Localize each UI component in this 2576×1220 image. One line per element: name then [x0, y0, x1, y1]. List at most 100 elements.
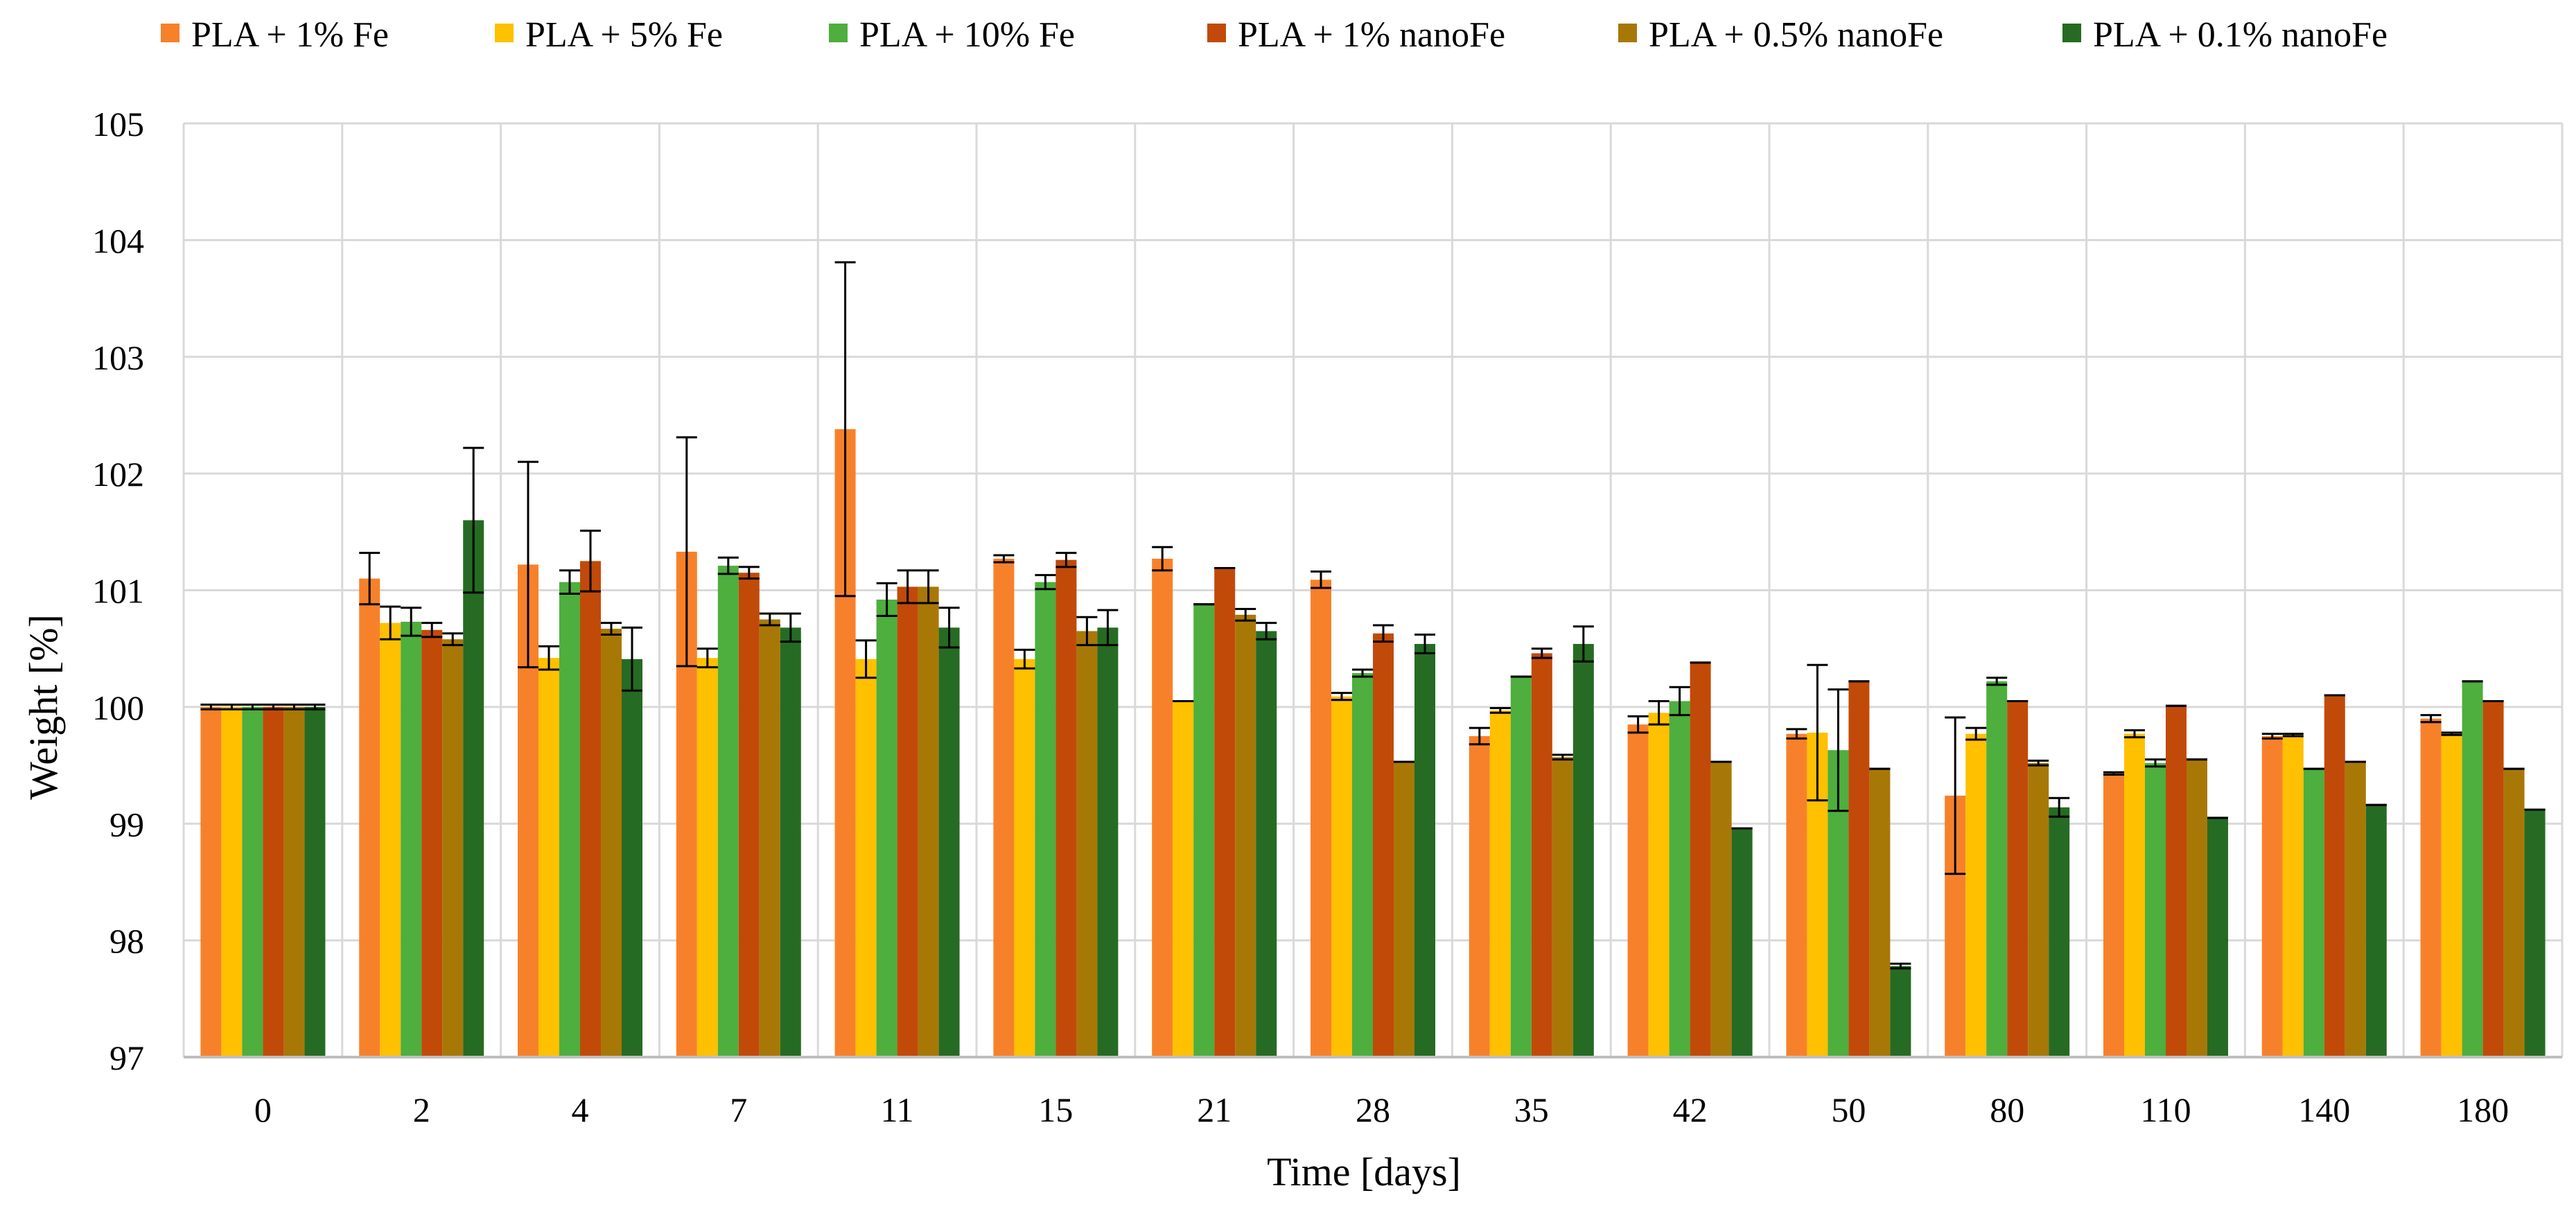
- bar: [1510, 677, 1532, 1057]
- y-axis-title: Weight [%]: [21, 614, 66, 800]
- bar: [2441, 733, 2462, 1057]
- bar: [1256, 631, 1277, 1057]
- y-tick-label: 105: [92, 105, 144, 143]
- bar: [2420, 718, 2442, 1057]
- bar: [2345, 762, 2366, 1057]
- legend-label: PLA + 1% nanoFe: [1238, 15, 1505, 55]
- bar: [1786, 733, 1807, 1057]
- bar: [2524, 810, 2546, 1057]
- bar: [622, 659, 642, 1057]
- legend-label: PLA + 0.1% nanoFe: [2093, 15, 2387, 55]
- x-tick-label: 7: [730, 1090, 747, 1129]
- bar: [359, 578, 380, 1057]
- bar: [1710, 762, 1732, 1057]
- bar: [380, 622, 401, 1057]
- bar: [1235, 614, 1256, 1057]
- legend-swatch: [2062, 24, 2081, 42]
- x-tick-labels: 0 2 4 7 11 15 21 28 35 42 50 80 110 140 180: [254, 1090, 2509, 1129]
- bar: [1531, 653, 1552, 1057]
- bar: [1076, 631, 1098, 1057]
- bar: [463, 520, 484, 1057]
- bar: [2145, 762, 2166, 1057]
- bar: [717, 566, 739, 1057]
- legend-swatch: [1207, 24, 1226, 42]
- legend-label: PLA + 0.5% nanoFe: [1649, 15, 1943, 55]
- bar: [2462, 681, 2483, 1057]
- bar: [1352, 673, 1373, 1057]
- bar: [538, 658, 559, 1057]
- bar: [855, 659, 877, 1057]
- bar: [780, 627, 801, 1057]
- y-tick-label: 101: [92, 572, 144, 611]
- y-tick-label: 103: [92, 338, 144, 377]
- bar: [1869, 769, 1891, 1057]
- bar: [1097, 627, 1119, 1057]
- bar: [1731, 828, 1753, 1057]
- y-tick-label: 104: [92, 221, 144, 260]
- bar: [1373, 633, 1394, 1057]
- x-tick-label: 42: [1673, 1090, 1708, 1129]
- bar: [1648, 713, 1670, 1057]
- bar: [696, 658, 718, 1057]
- bar: [759, 619, 780, 1057]
- bar: [401, 621, 422, 1057]
- bar: [1414, 643, 1435, 1057]
- bar: [580, 561, 601, 1057]
- x-tick-label: 110: [2140, 1090, 2191, 1129]
- bar: [1469, 735, 1490, 1057]
- bar: [2261, 735, 2283, 1057]
- bar: [1214, 568, 1236, 1057]
- bar: [601, 629, 622, 1057]
- bar: [1890, 966, 1911, 1057]
- bar: [442, 639, 464, 1057]
- bars: [200, 429, 2546, 1057]
- bar: [221, 706, 243, 1057]
- x-tick-label: 11: [881, 1090, 914, 1129]
- legend-swatch: [495, 24, 514, 42]
- bar: [876, 599, 897, 1057]
- bar: [263, 706, 284, 1057]
- bar: [1311, 580, 1331, 1057]
- bar: [1035, 582, 1056, 1057]
- x-tick-label: 21: [1197, 1090, 1232, 1129]
- bar: [200, 706, 222, 1057]
- bar: [993, 559, 1015, 1057]
- bar: [2303, 769, 2324, 1057]
- bar: [2049, 807, 2070, 1057]
- bar: [1489, 710, 1511, 1057]
- bar: [2282, 735, 2304, 1057]
- x-tick-label: 50: [1831, 1090, 1866, 1129]
- bar: [2365, 805, 2387, 1057]
- y-tick-label: 102: [92, 455, 144, 494]
- legend-label: PLA + 10% Fe: [859, 15, 1075, 55]
- bar: [2207, 817, 2228, 1057]
- bar: [2166, 706, 2187, 1057]
- bar: [1152, 559, 1173, 1057]
- bar: [559, 582, 580, 1057]
- legend-swatch: [1618, 24, 1637, 42]
- x-tick-label: 140: [2298, 1090, 2350, 1129]
- bar: [1173, 701, 1194, 1057]
- x-tick-label: 28: [1356, 1090, 1390, 1129]
- x-tick-label: 4: [572, 1090, 589, 1129]
- bar: [2103, 773, 2124, 1057]
- bar: [2007, 701, 2029, 1057]
- bar: [897, 586, 918, 1057]
- legend-swatch: [161, 24, 179, 42]
- error-bars: [200, 261, 2546, 970]
- bar: [1690, 662, 1711, 1057]
- bar: [918, 586, 939, 1057]
- bar: [1055, 559, 1077, 1057]
- bar: [938, 627, 960, 1057]
- y-tick-label: 100: [92, 688, 144, 727]
- bar: [1848, 681, 1870, 1057]
- legend-label: PLA + 5% Fe: [525, 15, 723, 55]
- y-tick-label: 99: [109, 805, 144, 844]
- bar: [1669, 701, 1690, 1057]
- bar: [2503, 769, 2525, 1057]
- bar: [304, 706, 326, 1057]
- legend-swatch: [829, 24, 848, 42]
- x-tick-label: 2: [413, 1090, 430, 1129]
- y-tick-labels: 97 98 99 100 101 102 103 104 105: [92, 105, 144, 1077]
